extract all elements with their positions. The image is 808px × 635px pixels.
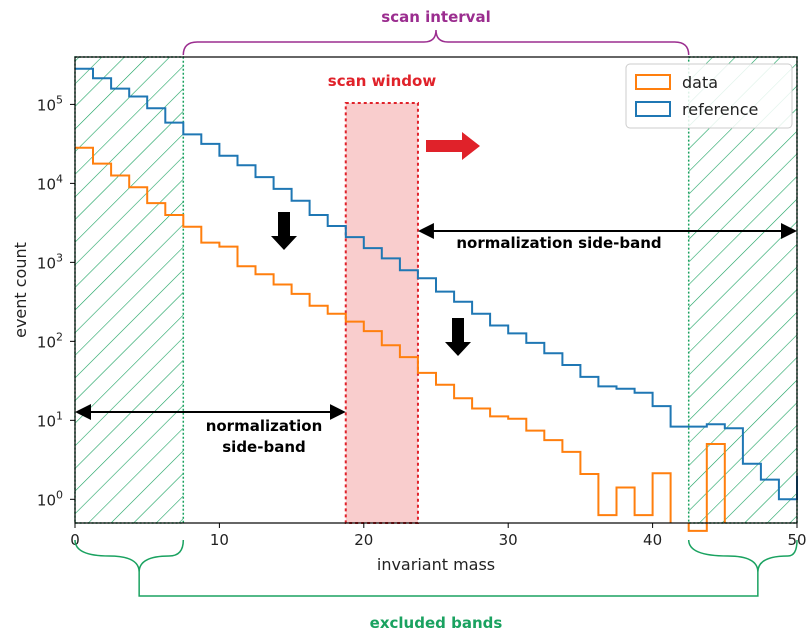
y-axis-label: event count (11, 242, 30, 338)
scan-interval-brace (182, 29, 690, 56)
legend-swatch-reference (635, 101, 671, 117)
series-reference-line (75, 67, 798, 501)
y-tick-label: 102 (37, 330, 63, 351)
series-data-line (75, 146, 726, 532)
y-axis-ticks: 100 101 102 103 104 105 (37, 93, 75, 509)
sideband-right-label: normalization side-band (456, 234, 661, 252)
legend-label-data: data (682, 73, 718, 92)
x-tick-label: 40 (643, 531, 662, 549)
sideband-right-label-bg (440, 232, 678, 254)
x-tick-label: 30 (499, 531, 518, 549)
y-tick-label: 105 (37, 93, 63, 114)
scan-window-region (344, 102, 419, 524)
legend-label-reference: reference (682, 100, 758, 119)
legend: data reference (625, 63, 793, 129)
down-arrow-left (271, 212, 297, 250)
x-axis-ticks: 0 10 20 30 40 50 (70, 523, 807, 549)
excluded-bands-bracket (74, 539, 798, 597)
excluded-bands-label: excluded bands (370, 614, 503, 632)
y-tick-label: 101 (37, 409, 63, 430)
sideband-left-label-line1: normalization (206, 417, 323, 435)
x-tick-label: 20 (354, 531, 373, 549)
scan-interval-label: scan interval (381, 8, 490, 26)
sideband-left-label-line2: side-band (222, 438, 305, 456)
scan-direction-arrow (426, 132, 480, 160)
excluded-band-left (74, 56, 185, 524)
y-tick-label: 100 (37, 488, 63, 509)
plot-frame (74, 56, 798, 524)
y-tick-label: 104 (37, 172, 63, 193)
y-tick-label: 103 (37, 251, 63, 272)
down-arrow-right (445, 318, 471, 356)
legend-swatch-data (635, 74, 671, 90)
scan-window-label: scan window (328, 72, 437, 90)
x-tick-label: 10 (210, 531, 229, 549)
x-axis-label: invariant mass (377, 555, 495, 574)
